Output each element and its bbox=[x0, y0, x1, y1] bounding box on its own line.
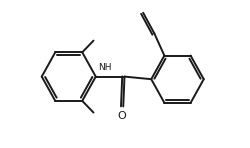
Text: O: O bbox=[118, 111, 126, 121]
Text: NH: NH bbox=[98, 63, 112, 72]
